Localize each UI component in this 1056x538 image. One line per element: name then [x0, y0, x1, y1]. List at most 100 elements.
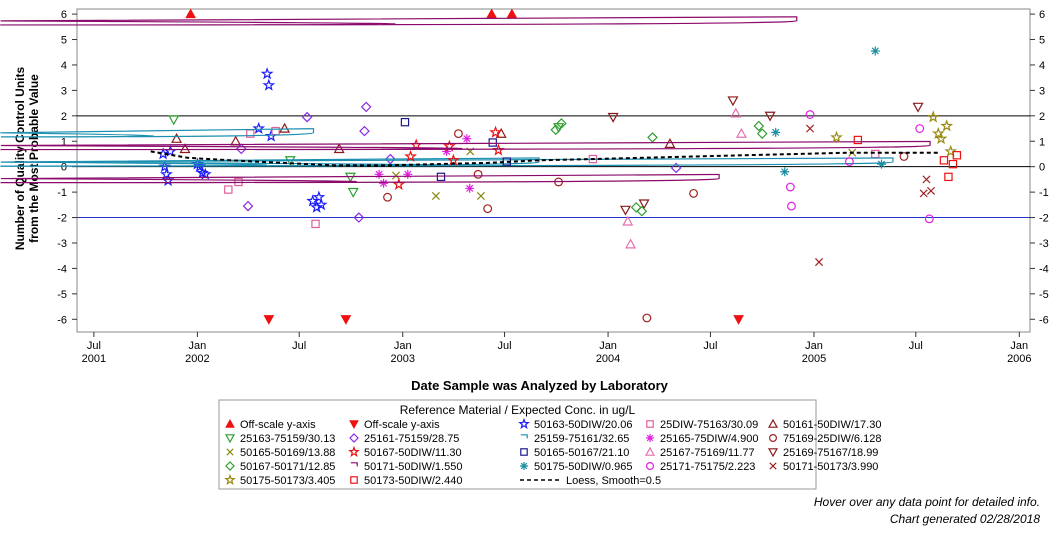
- legend-symbol: [769, 462, 777, 470]
- x-tick-year: 2003: [390, 353, 414, 365]
- x-tick-year: 2004: [596, 353, 620, 365]
- plot-frame: [76, 8, 1031, 333]
- data-point: [391, 171, 401, 180]
- y-tick-label: -4: [57, 263, 67, 275]
- data-point: [310, 200, 324, 213]
- data-point: [815, 258, 824, 267]
- data-point: [311, 219, 320, 229]
- data-point: [403, 169, 413, 179]
- data-point: [359, 125, 370, 137]
- data-point: [664, 138, 676, 148]
- data-point: [0, 157, 894, 167]
- data-point: [262, 78, 276, 91]
- legend-symbol: [645, 462, 654, 471]
- y-tick-label-right: 4: [1039, 60, 1045, 72]
- data-point: [185, 8, 196, 19]
- y-tick-label: 2: [61, 111, 67, 123]
- legend-entry: 50175-50173/3.405: [240, 475, 335, 487]
- y-tick-label-right: -1: [1039, 187, 1049, 199]
- data-point: [934, 132, 948, 145]
- legend-entry: 25159-75161/32.65: [534, 433, 629, 445]
- x-tick-label: Jul: [498, 340, 512, 352]
- data-point: [465, 183, 475, 193]
- data-point: [260, 67, 274, 80]
- data-point: [312, 190, 326, 203]
- legend-symbol: [350, 476, 358, 484]
- legend-symbol: [225, 418, 235, 428]
- legend-symbol: [768, 434, 777, 443]
- data-point: [625, 238, 637, 249]
- data-point: [0, 173, 720, 184]
- legend-symbol: [520, 448, 528, 456]
- data-point: [944, 144, 958, 157]
- data-point: [806, 124, 815, 133]
- legend-symbol: [520, 462, 528, 470]
- data-point: [486, 8, 497, 19]
- data-point: [488, 138, 497, 147]
- y-tick-label-right: -3: [1039, 238, 1049, 250]
- y-tick-label: -3: [57, 238, 67, 250]
- data-point: [764, 111, 776, 122]
- data-point: [912, 102, 924, 113]
- data-point: [756, 128, 768, 139]
- legend-box: [218, 399, 817, 490]
- data-point: [647, 132, 658, 143]
- x-tick-year: 2006: [1007, 353, 1031, 365]
- data-point: [630, 202, 642, 213]
- data-point: [952, 151, 962, 160]
- data-point: [314, 198, 328, 211]
- data-point: [636, 205, 648, 217]
- data-point: [638, 199, 650, 210]
- data-point: [193, 159, 206, 173]
- data-point: [492, 143, 505, 156]
- legend-symbol: [225, 461, 235, 471]
- legend-symbol: [518, 417, 530, 430]
- y-tick-label-right: 5: [1039, 35, 1045, 47]
- data-point: [159, 167, 173, 180]
- data-point: [374, 169, 384, 179]
- legend-symbol: [224, 434, 236, 444]
- data-point: [301, 111, 313, 123]
- data-point: [922, 175, 931, 184]
- legend-symbol: [224, 473, 236, 486]
- x-tick-label: Jan: [394, 340, 412, 352]
- legend-entry: 25171-75175/2.223: [660, 461, 755, 473]
- legend-symbol: [226, 448, 234, 456]
- x-axis-label: Date Sample was Analyzed by Laboratory: [411, 378, 668, 393]
- data-point: [171, 132, 183, 143]
- data-point: [622, 215, 634, 226]
- data-point: [252, 121, 266, 134]
- data-point: [168, 115, 180, 126]
- data-point: [263, 315, 275, 325]
- data-point: [271, 126, 280, 136]
- x-tick-label: Jan: [189, 340, 207, 352]
- legend-entry: 25169-75167/18.99: [783, 447, 878, 459]
- data-point: [830, 130, 843, 143]
- data-point: [385, 153, 396, 165]
- data-point: [556, 118, 567, 129]
- y-tick-label-right: 6: [1039, 9, 1045, 21]
- y-tick-label: -1: [57, 187, 67, 199]
- data-points: [0, 8, 962, 325]
- data-point: [0, 16, 798, 26]
- data-point: [670, 162, 682, 174]
- data-point: [483, 204, 493, 214]
- y-tick-label-right: -5: [1039, 289, 1049, 301]
- legend-title: Reference Material / Expected Conc. in u…: [400, 403, 636, 417]
- y-tick-label-right: 2: [1039, 111, 1045, 123]
- legend-entry: 25165-75DIW/4.900: [660, 433, 758, 445]
- generated-date: Chart generated 02/28/2018: [889, 512, 1040, 526]
- x-tick-year: 2005: [802, 353, 826, 365]
- legend-entry: Loess, Smooth=0.5: [566, 475, 661, 487]
- legend-symbol: [348, 445, 360, 458]
- data-point: [939, 156, 949, 165]
- legend-entry: 50171-50DIW/1.550: [364, 461, 462, 473]
- y-tick-label: 1: [61, 136, 67, 148]
- legend-entry: 25163-75159/30.13: [240, 433, 335, 445]
- data-point: [730, 107, 742, 118]
- legend-entry: 50165-50167/21.10: [534, 447, 629, 459]
- data-point: [158, 159, 172, 173]
- data-point: [392, 177, 406, 190]
- data-point: [0, 128, 315, 138]
